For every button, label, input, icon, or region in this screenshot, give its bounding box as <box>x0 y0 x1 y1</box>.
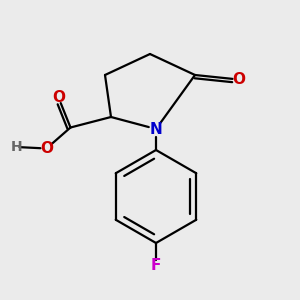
Text: O: O <box>40 141 53 156</box>
Text: N: N <box>150 122 162 136</box>
Text: H: H <box>11 140 22 154</box>
Text: O: O <box>232 72 245 87</box>
Text: O: O <box>52 90 65 105</box>
Text: F: F <box>151 258 161 273</box>
